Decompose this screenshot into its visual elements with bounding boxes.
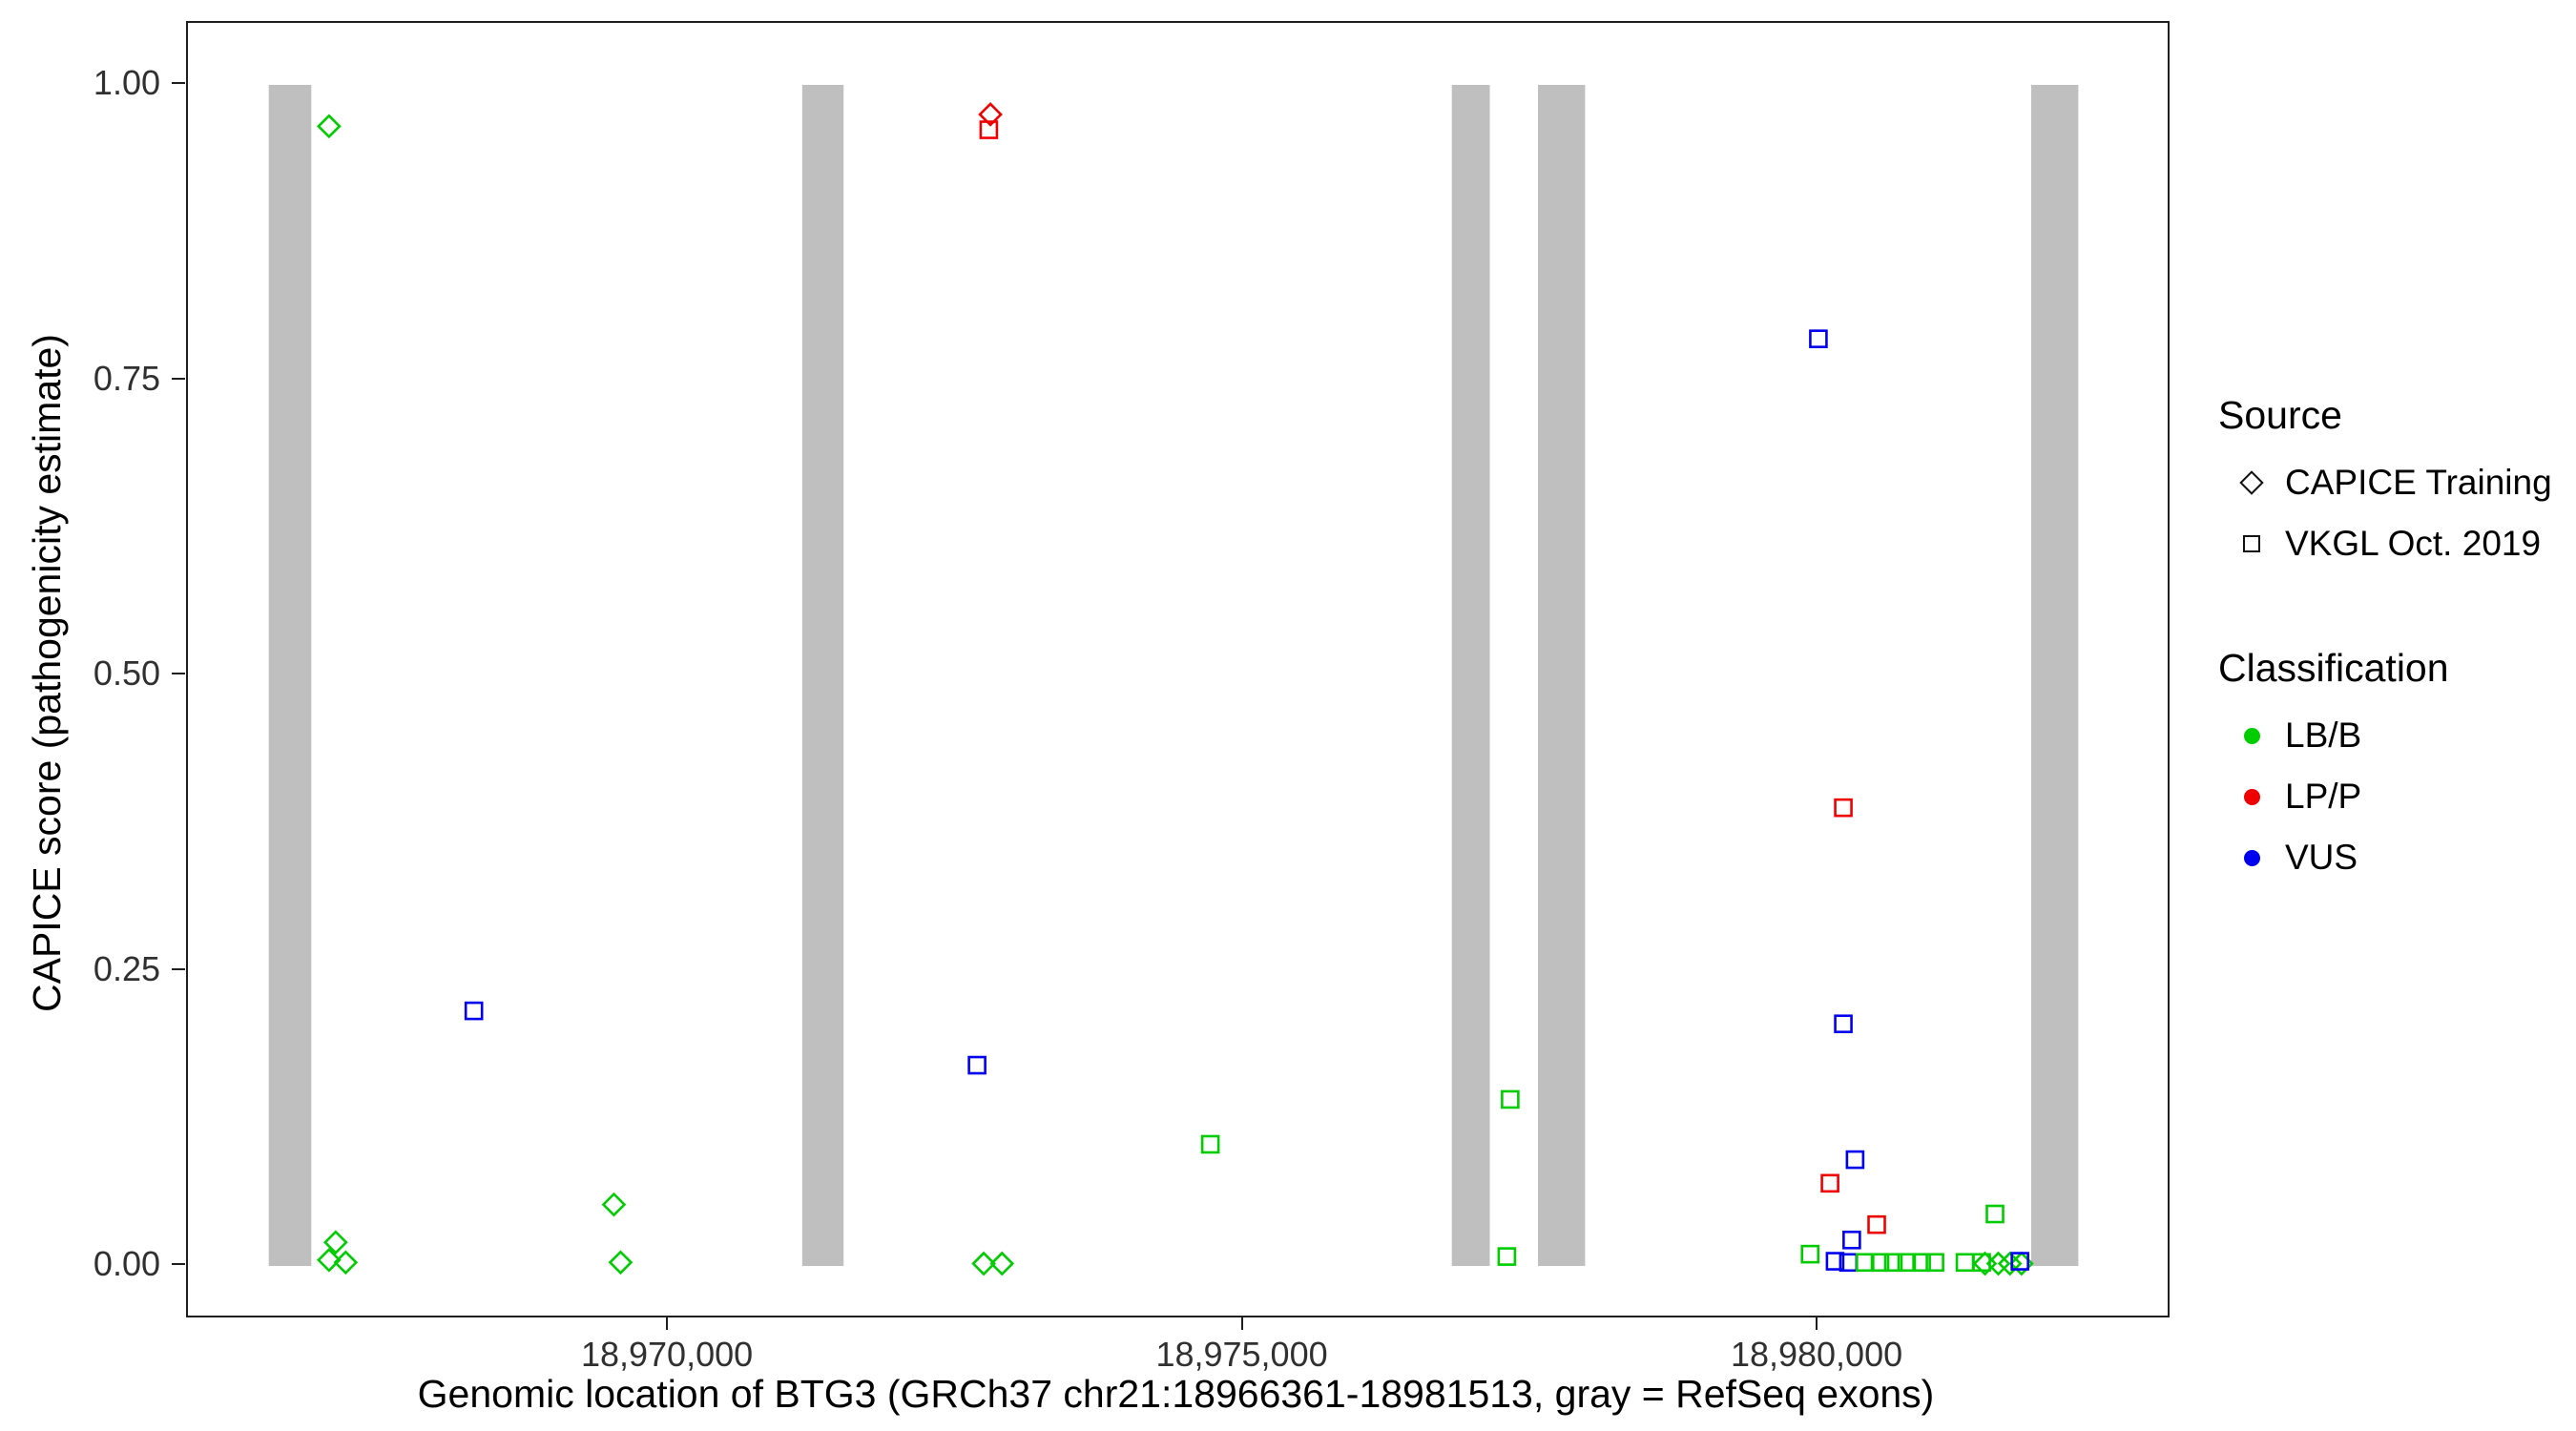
data-point xyxy=(1497,1247,1517,1266)
data-point xyxy=(1834,1014,1853,1034)
legend: Source CAPICE Training VKGL Oct. 2019 Cl… xyxy=(2218,393,2552,899)
y-tick-label: 0.00 xyxy=(93,1244,160,1283)
data-point xyxy=(317,1247,342,1273)
legend-source-title: Source xyxy=(2218,393,2342,437)
blue-dot-icon xyxy=(2239,845,2264,870)
data-point xyxy=(323,1230,348,1255)
data-point xyxy=(1925,1253,1944,1273)
y-tick xyxy=(172,967,185,970)
data-point xyxy=(1825,1252,1845,1271)
data-point xyxy=(1897,1253,1917,1273)
x-tick-label: 18,970,000 xyxy=(580,1335,754,1374)
exon-bar xyxy=(1451,85,1490,1266)
data-point xyxy=(1997,1251,2023,1276)
legend-item-label: VUS xyxy=(2285,838,2358,877)
green-dot-icon xyxy=(2239,723,2264,748)
data-point xyxy=(1809,329,1828,348)
x-axis-title: Genomic location of BTG3 (GRCh37 chr21:1… xyxy=(417,1372,1935,1416)
data-point xyxy=(317,114,342,139)
legend-item-label: LP/P xyxy=(2285,777,2362,816)
data-point xyxy=(601,1192,627,1217)
data-point xyxy=(1834,798,1853,818)
exon-bar xyxy=(268,85,312,1266)
x-tick-label: 18,975,000 xyxy=(1155,1335,1328,1374)
legend-classification-title: Classification xyxy=(2218,646,2449,690)
legend-item-lpp: LP/P xyxy=(2218,777,2552,817)
legend-item-label: VKGL Oct. 2019 xyxy=(2285,524,2542,563)
data-point xyxy=(979,120,999,139)
exon-bar xyxy=(1538,85,1586,1266)
data-point xyxy=(967,1055,987,1075)
data-point xyxy=(608,1250,634,1275)
y-tick xyxy=(172,377,185,380)
y-tick-label: 0.75 xyxy=(93,358,160,398)
data-point xyxy=(1985,1251,2011,1276)
x-tick xyxy=(1240,1317,1243,1330)
square-key-icon xyxy=(2239,531,2264,556)
x-tick xyxy=(666,1317,669,1330)
x-tick xyxy=(1816,1317,1818,1330)
data-point xyxy=(1955,1253,1975,1273)
y-tick xyxy=(172,1263,185,1265)
data-point xyxy=(464,1001,484,1021)
y-tick-label: 1.00 xyxy=(93,63,160,102)
exon-bar xyxy=(801,85,844,1266)
data-point xyxy=(1985,1204,2005,1224)
data-point xyxy=(989,1251,1015,1276)
y-tick xyxy=(172,673,185,674)
data-point xyxy=(1501,1089,1520,1110)
x-tick-label: 18,980,000 xyxy=(1730,1335,1903,1374)
legend-classification-group: Classification LB/B LP/P VUS xyxy=(2218,646,2552,878)
data-point xyxy=(1800,1244,1820,1264)
legend-source-group: Source CAPICE Training VKGL Oct. 2019 xyxy=(2218,393,2552,564)
data-point xyxy=(1912,1253,1931,1273)
data-point xyxy=(1867,1214,1886,1234)
legend-item-label: CAPICE Training xyxy=(2285,463,2552,502)
legend-item-lbb: LB/B xyxy=(2218,716,2552,756)
data-point xyxy=(1856,1253,1875,1273)
data-point xyxy=(1820,1173,1839,1193)
data-point xyxy=(978,102,1003,127)
data-point xyxy=(1845,1150,1865,1170)
red-dot-icon xyxy=(2239,784,2264,809)
diamond-key-icon xyxy=(2239,470,2264,495)
legend-item-vkgl-2019: VKGL Oct. 2019 xyxy=(2218,524,2552,564)
data-point xyxy=(2010,1252,2029,1271)
data-point xyxy=(1870,1253,1890,1273)
legend-item-vus: VUS xyxy=(2218,838,2552,878)
data-point xyxy=(1842,1230,1861,1250)
y-tick-label: 0.50 xyxy=(93,653,160,693)
data-point xyxy=(971,1251,996,1276)
data-point xyxy=(1883,1253,1903,1273)
plot-panel xyxy=(186,21,2170,1317)
data-point xyxy=(333,1250,359,1275)
legend-item-capice-training: CAPICE Training xyxy=(2218,463,2552,503)
data-point xyxy=(1200,1134,1220,1154)
y-tick xyxy=(172,82,185,84)
plot-canvas xyxy=(268,85,2079,1276)
legend-item-label: LB/B xyxy=(2285,716,2362,755)
exon-bar xyxy=(2031,85,2079,1266)
data-point xyxy=(1972,1253,1991,1273)
y-tick-label: 0.25 xyxy=(93,948,160,988)
